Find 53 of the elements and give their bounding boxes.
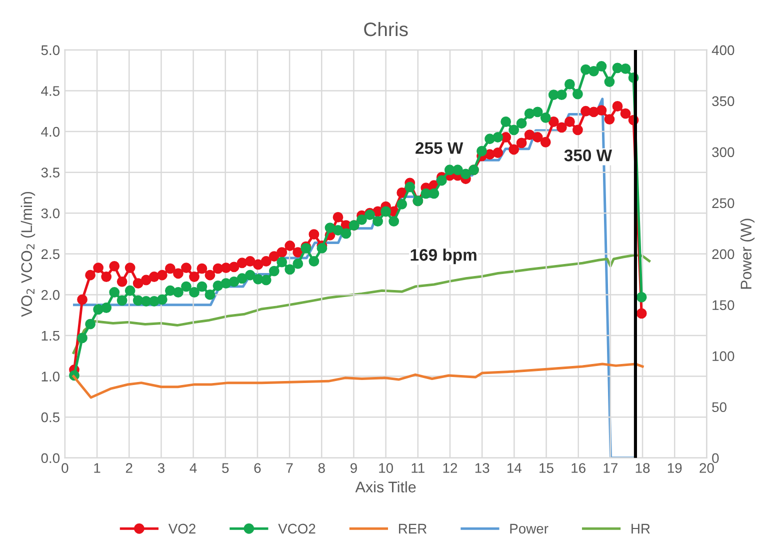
x-tick-label: 11 xyxy=(412,463,424,473)
y-tick-label: 0.0 xyxy=(41,453,60,464)
legend-label: RER xyxy=(399,524,427,534)
y-tick-label: 3.5 xyxy=(41,168,60,178)
x-tick-label: 20 xyxy=(700,463,714,473)
x-tick-label: 14 xyxy=(508,463,522,473)
y-tick-label: 5.0 xyxy=(41,45,60,56)
y-tick-label: 4.5 xyxy=(41,86,60,96)
y-tick-label: 4.0 xyxy=(41,126,60,137)
x-tick-label: 4 xyxy=(190,463,197,473)
y2-tick-label: 0 xyxy=(712,453,719,464)
x-tick-label: 18 xyxy=(636,463,650,473)
y2-tick-label: 100 xyxy=(712,351,734,362)
y-tick-label: 1.5 xyxy=(42,330,60,341)
y2-tick-label: 250 xyxy=(712,198,734,208)
x-tick-label: 6 xyxy=(254,463,261,473)
x-tick-label: 15 xyxy=(540,463,554,473)
annotation: 350 W xyxy=(564,150,612,162)
y-tick-label: 3.0 xyxy=(41,208,60,218)
x-tick-label: 10 xyxy=(379,463,393,473)
y-axis-title: VO$_{2}$ VCO$_{2}$ (L/min) xyxy=(20,192,36,317)
x-tick-label: 17 xyxy=(604,463,618,473)
y-tick-label: 1.0 xyxy=(42,372,60,382)
y2-tick-label: 150 xyxy=(712,300,734,310)
x-tick-label: 2 xyxy=(126,463,132,473)
y2-tick-label: 50 xyxy=(712,402,726,412)
x-tick-label: 7 xyxy=(286,463,293,473)
x-tick-label: 16 xyxy=(572,463,586,473)
y2-axis-title: Power (W) xyxy=(740,218,755,289)
y2-tick-label: 400 xyxy=(712,45,734,56)
x-tick-label: 9 xyxy=(350,463,357,473)
chart-title: Chris xyxy=(364,22,408,36)
y-tick-label: 2.5 xyxy=(41,249,60,260)
y2-tick-label: 300 xyxy=(712,147,734,158)
y-tick-label: 2.0 xyxy=(41,290,60,300)
y2-tick-label: 200 xyxy=(712,249,734,260)
legend-label: VCO2 xyxy=(278,524,316,534)
x-tick-label: 19 xyxy=(668,463,682,473)
legend-label: Power xyxy=(510,524,548,534)
x-tick-label: 13 xyxy=(475,463,490,473)
x-tick-label: 12 xyxy=(443,463,458,473)
annotation: 169 bpm xyxy=(410,248,476,264)
x-tick-label: 1 xyxy=(94,463,100,473)
x-axis-title: Axis Title xyxy=(355,481,416,492)
x-tick-label: 3 xyxy=(158,463,164,473)
x-tick-label: 5 xyxy=(222,463,229,473)
legend-label: HR xyxy=(632,524,650,534)
y2-tick-label: 350 xyxy=(712,96,734,106)
annotation: 255 W xyxy=(416,142,464,154)
x-tick-label: 8 xyxy=(318,463,325,473)
legend-label: VO2 xyxy=(168,524,196,534)
y-tick-label: 0.5 xyxy=(41,412,60,422)
x-tick-label: 0 xyxy=(62,463,68,473)
